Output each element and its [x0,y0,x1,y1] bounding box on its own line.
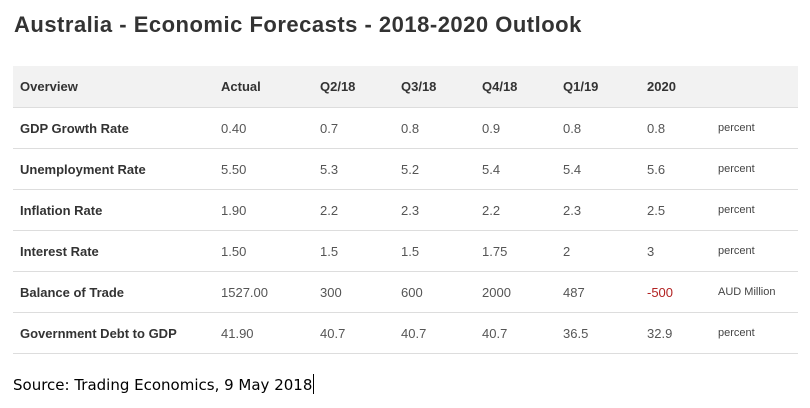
q1-19-value: 2.3 [556,189,640,231]
q3-18-value: 40.7 [394,312,475,354]
column-header-unit [711,66,798,108]
indicator-name: Balance of Trade [13,271,214,313]
unit-label: percent [711,189,798,231]
q3-18-value: 5.2 [394,148,475,190]
q1-19-value: 36.5 [556,312,640,354]
y2020-value: -500 [640,271,711,313]
forecast-table: Overview Actual Q2/18 Q3/18 Q4/18 Q1/19 … [13,66,798,354]
source-text: Source: Trading Economics, 9 May 2018 [13,376,313,394]
table-row: Interest Rate 1.50 1.5 1.5 1.75 2 3 perc… [13,230,798,272]
page-title: Australia - Economic Forecasts - 2018-20… [14,12,582,37]
q3-18-value: 2.3 [394,189,475,231]
q3-18-value: 0.8 [394,107,475,149]
y2020-value: 3 [640,230,711,272]
q2-18-value: 0.7 [313,107,394,149]
unit-label: percent [711,312,798,354]
q4-18-value: 5.4 [475,148,556,190]
column-header-2020: 2020 [640,66,711,108]
unit-label: percent [711,230,798,272]
table-row: GDP Growth Rate 0.40 0.7 0.8 0.9 0.8 0.8… [13,107,798,149]
q2-18-value: 1.5 [313,230,394,272]
table-row: Government Debt to GDP 41.90 40.7 40.7 4… [13,312,798,354]
y2020-value: 5.6 [640,148,711,190]
q2-18-value: 300 [313,271,394,313]
actual-value: 1527.00 [214,271,313,313]
q1-19-value: 487 [556,271,640,313]
column-header-q3-18: Q3/18 [394,66,475,108]
column-header-overview: Overview [13,66,214,108]
unit-label: percent [711,107,798,149]
text-cursor [313,374,315,394]
source-note[interactable]: Source: Trading Economics, 9 May 2018 [13,374,315,394]
q1-19-value: 2 [556,230,640,272]
y2020-value: 32.9 [640,312,711,354]
unit-label: AUD Million [711,271,798,313]
actual-value: 5.50 [214,148,313,190]
column-header-q1-19: Q1/19 [556,66,640,108]
actual-value: 0.40 [214,107,313,149]
indicator-name: Interest Rate [13,230,214,272]
q4-18-value: 0.9 [475,107,556,149]
q2-18-value: 2.2 [313,189,394,231]
q4-18-value: 40.7 [475,312,556,354]
actual-value: 1.90 [214,189,313,231]
unit-label: percent [711,148,798,190]
table-row: Inflation Rate 1.90 2.2 2.3 2.2 2.3 2.5 … [13,189,798,231]
q4-18-value: 1.75 [475,230,556,272]
q3-18-value: 1.5 [394,230,475,272]
indicator-name: Inflation Rate [13,189,214,231]
table-header-row: Overview Actual Q2/18 Q3/18 Q4/18 Q1/19 … [13,66,798,108]
q4-18-value: 2000 [475,271,556,313]
forecast-table-container: Overview Actual Q2/18 Q3/18 Q4/18 Q1/19 … [13,66,798,354]
y2020-value: 2.5 [640,189,711,231]
indicator-name: Unemployment Rate [13,148,214,190]
actual-value: 1.50 [214,230,313,272]
table-row: Unemployment Rate 5.50 5.3 5.2 5.4 5.4 5… [13,148,798,190]
actual-value: 41.90 [214,312,313,354]
table-row: Balance of Trade 1527.00 300 600 2000 48… [13,271,798,313]
column-header-q4-18: Q4/18 [475,66,556,108]
q1-19-value: 0.8 [556,107,640,149]
column-header-actual: Actual [214,66,313,108]
q2-18-value: 40.7 [313,312,394,354]
q2-18-value: 5.3 [313,148,394,190]
indicator-name: Government Debt to GDP [13,312,214,354]
q1-19-value: 5.4 [556,148,640,190]
column-header-q2-18: Q2/18 [313,66,394,108]
q4-18-value: 2.2 [475,189,556,231]
y2020-value: 0.8 [640,107,711,149]
indicator-name: GDP Growth Rate [13,107,214,149]
q3-18-value: 600 [394,271,475,313]
